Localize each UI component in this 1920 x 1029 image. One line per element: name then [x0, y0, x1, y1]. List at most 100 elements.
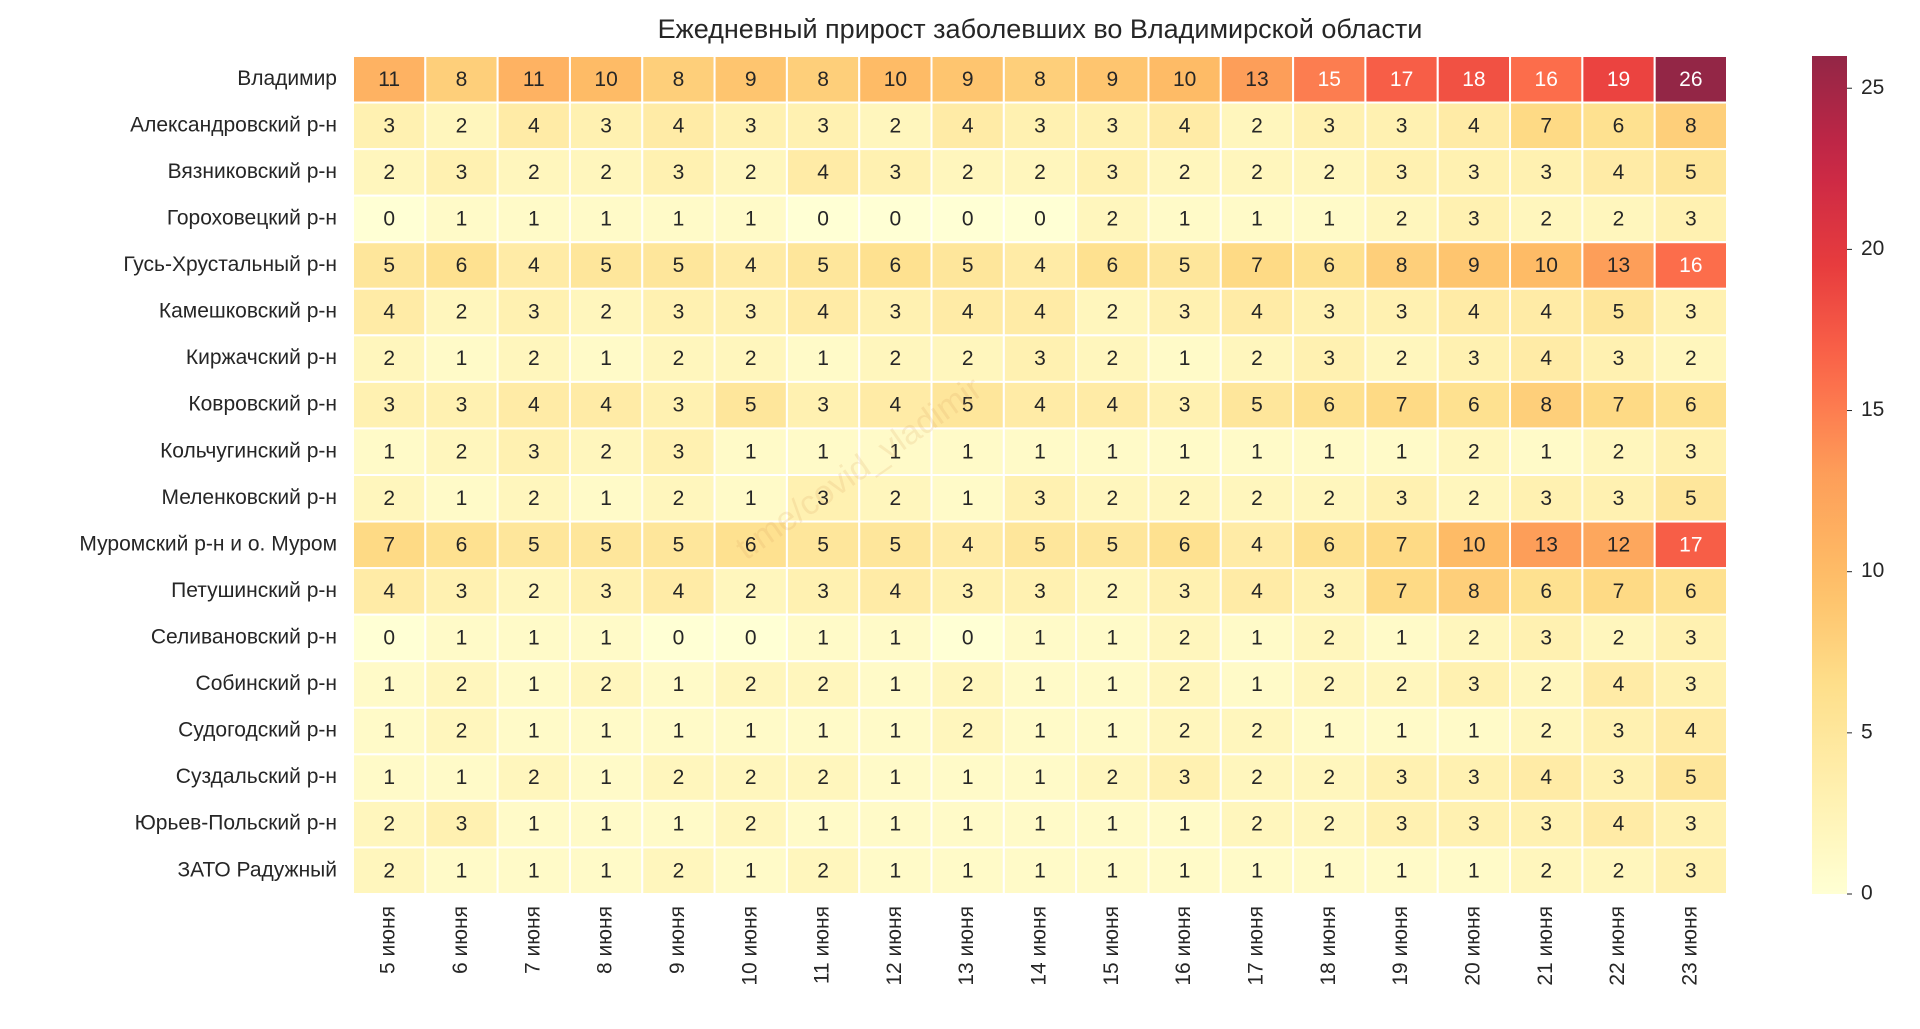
cell-label: 2 [1179, 161, 1191, 184]
cell-label: 5 [1106, 533, 1118, 556]
cell [1075, 241, 1150, 290]
cell-label: 9 [745, 68, 757, 91]
cell [1219, 753, 1295, 802]
cell-label: 10 [884, 68, 907, 91]
cell [1509, 55, 1584, 104]
cell-label: 8 [673, 68, 685, 91]
cell-label: 2 [962, 347, 974, 370]
cell-label: 1 [600, 487, 612, 510]
cell [1436, 520, 1512, 570]
cell [930, 660, 1005, 709]
cell [352, 101, 427, 151]
cell [1075, 194, 1150, 244]
cell-label: 2 [456, 301, 468, 324]
cell-label: 0 [383, 626, 395, 649]
y-tick-label: Владимир [237, 67, 337, 90]
cell [930, 613, 1005, 663]
cell [1436, 846, 1512, 896]
cell-label: 1 [817, 626, 829, 649]
cell-label: 1 [890, 766, 902, 789]
cell [496, 660, 571, 709]
cell-label: 4 [1468, 114, 1480, 137]
cell-label: 3 [528, 440, 540, 463]
cell [1364, 846, 1439, 896]
cell-label: 3 [528, 301, 540, 324]
y-tick-label: Киржачский р-н [186, 346, 337, 369]
y-tick-label: Юрьев-Польский р-н [135, 812, 337, 835]
cell-label: 9 [1106, 68, 1118, 91]
cell-label: 2 [1179, 720, 1191, 743]
cell [1653, 427, 1728, 477]
cell [1509, 380, 1584, 430]
cell [1002, 101, 1078, 151]
cell-label: 3 [456, 580, 468, 603]
cell-label: 4 [673, 580, 685, 603]
cell [1581, 148, 1656, 197]
cell-label: 1 [745, 859, 757, 882]
cell-label: 3 [1540, 487, 1552, 510]
x-tick-label: 13 июня [955, 906, 978, 986]
cell [930, 846, 1005, 896]
cell-label: 4 [1685, 720, 1697, 743]
cell [1075, 660, 1150, 709]
cell-label: 6 [1106, 254, 1118, 277]
cell [1219, 241, 1295, 290]
cell-label: 4 [1613, 813, 1625, 836]
cell [352, 427, 427, 477]
cell [568, 474, 644, 523]
cell [1653, 846, 1728, 896]
cell [352, 241, 427, 290]
cell-label: 1 [383, 720, 395, 743]
cell-label: 1 [600, 347, 612, 370]
cell-label: 3 [817, 487, 829, 510]
cell-label: 3 [817, 580, 829, 603]
cell-label: 2 [817, 673, 829, 696]
x-tick-label: 20 июня [1461, 906, 1484, 986]
cell-label: 5 [600, 533, 612, 556]
cell [352, 753, 427, 802]
cell-label: 1 [1106, 440, 1118, 463]
y-tick-label: Меленковский р-н [161, 486, 337, 509]
cell-label: 2 [456, 673, 468, 696]
cell-label: 1 [1468, 859, 1480, 882]
cell [1219, 148, 1295, 197]
cell-label: 10 [1535, 254, 1558, 277]
cell-label: 3 [383, 114, 395, 137]
cell-label: 1 [1179, 347, 1191, 370]
cell-label: 1 [817, 813, 829, 836]
cell [1653, 380, 1728, 430]
chart-title: Ежедневный прирост заболевших во Владими… [658, 14, 1423, 44]
cell-label: 16 [1679, 254, 1702, 277]
cell [1436, 55, 1512, 104]
cell-label: 1 [528, 673, 540, 696]
cell [424, 287, 499, 337]
cell-label: 3 [1540, 626, 1552, 649]
cell [1653, 520, 1728, 570]
cell-label: 7 [1613, 394, 1625, 417]
cell-label: 6 [1540, 580, 1552, 603]
cell-label: 4 [890, 394, 902, 417]
cell [641, 241, 716, 290]
cell [352, 334, 427, 383]
cell-label: 7 [1396, 580, 1408, 603]
x-tick-label: 9 июня [666, 906, 689, 974]
cell-label: 4 [383, 301, 395, 324]
cell-label: 2 [1106, 301, 1118, 324]
cell-label: 5 [962, 254, 974, 277]
cell [1653, 753, 1728, 802]
cell-label: 1 [1034, 859, 1046, 882]
cell-label: 2 [1251, 487, 1263, 510]
cell-label: 1 [1034, 440, 1046, 463]
cell [713, 55, 788, 104]
colorbar-tick-label: 0 [1861, 882, 1873, 905]
cell-label: 6 [1468, 394, 1480, 417]
cell-label: 1 [1106, 813, 1118, 836]
cell [713, 846, 788, 896]
cell-label: 3 [1685, 859, 1697, 882]
cell-label: 10 [594, 68, 617, 91]
cell [1147, 753, 1222, 802]
cell-label: 1 [528, 859, 540, 882]
y-tick-label: Собинский р-н [196, 672, 337, 695]
cell [1292, 380, 1367, 430]
cell [1364, 799, 1439, 849]
